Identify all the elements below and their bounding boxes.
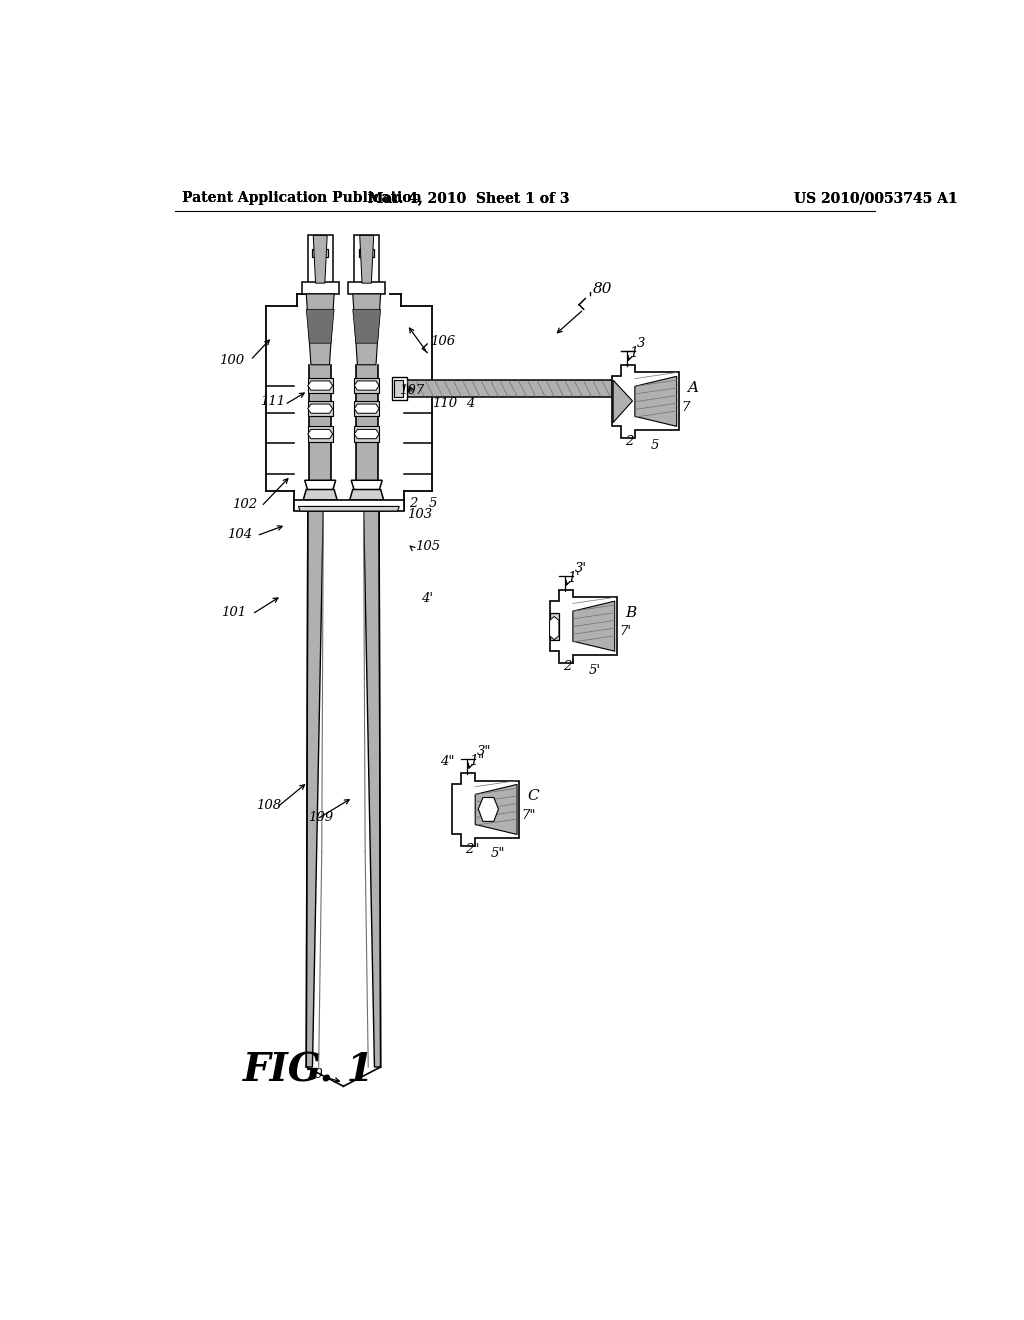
Text: 110: 110 — [432, 397, 457, 409]
Bar — [550, 612, 559, 640]
Text: 4': 4' — [421, 593, 433, 606]
Text: A: A — [687, 381, 697, 395]
Polygon shape — [313, 235, 328, 284]
Text: C: C — [527, 789, 539, 803]
Text: 7': 7' — [620, 626, 632, 639]
Text: 4: 4 — [466, 397, 474, 409]
Text: 2': 2' — [563, 660, 574, 673]
Bar — [403, 380, 621, 397]
Text: 103: 103 — [407, 508, 432, 520]
Text: 109: 109 — [308, 810, 333, 824]
Text: Patent Application Publication: Patent Application Publication — [182, 191, 422, 206]
Polygon shape — [308, 401, 333, 416]
Text: 5": 5" — [490, 847, 505, 861]
Polygon shape — [308, 429, 333, 438]
Text: 2": 2" — [465, 843, 479, 857]
Polygon shape — [351, 480, 382, 496]
Polygon shape — [352, 309, 381, 343]
Polygon shape — [452, 774, 519, 846]
Bar — [359, 249, 375, 257]
Text: 4": 4" — [439, 755, 454, 768]
Text: 107: 107 — [399, 384, 424, 397]
Text: 5: 5 — [650, 440, 658, 453]
Text: US 2010/0053745 A1: US 2010/0053745 A1 — [795, 191, 958, 206]
Polygon shape — [349, 490, 384, 500]
Polygon shape — [478, 797, 499, 821]
Text: 1: 1 — [629, 346, 638, 360]
Polygon shape — [356, 364, 378, 510]
Text: 7: 7 — [681, 400, 690, 413]
Text: 3': 3' — [574, 561, 587, 574]
Polygon shape — [308, 426, 333, 442]
Text: 1": 1" — [469, 754, 484, 768]
Polygon shape — [306, 309, 334, 343]
Polygon shape — [308, 404, 333, 413]
Text: 100: 100 — [219, 354, 245, 367]
Polygon shape — [299, 507, 399, 511]
Polygon shape — [308, 381, 333, 391]
Text: 111: 111 — [260, 395, 285, 408]
Bar — [308, 235, 333, 285]
Polygon shape — [359, 235, 374, 284]
Polygon shape — [309, 364, 331, 510]
Polygon shape — [550, 590, 617, 663]
Text: 80: 80 — [593, 282, 612, 296]
Text: 5': 5' — [589, 664, 600, 677]
Text: FIG. 1: FIG. 1 — [243, 1052, 375, 1090]
Text: 5: 5 — [429, 496, 437, 510]
Bar — [348, 281, 385, 294]
Text: 102: 102 — [231, 499, 257, 511]
Bar — [394, 380, 403, 397]
Polygon shape — [354, 381, 379, 391]
Polygon shape — [635, 376, 677, 426]
Text: US 2010/0053745 A1: US 2010/0053745 A1 — [795, 191, 958, 206]
Polygon shape — [550, 616, 559, 640]
Polygon shape — [354, 429, 379, 438]
Text: 104: 104 — [227, 528, 252, 541]
Polygon shape — [354, 401, 379, 416]
Text: Patent Application Publication: Patent Application Publication — [182, 191, 422, 206]
Polygon shape — [354, 404, 379, 413]
Polygon shape — [364, 510, 381, 1067]
Text: 10: 10 — [306, 1068, 323, 1081]
Text: Mar. 4, 2010  Sheet 1 of 3: Mar. 4, 2010 Sheet 1 of 3 — [369, 191, 569, 206]
Bar — [391, 378, 407, 400]
Polygon shape — [572, 601, 614, 651]
Polygon shape — [475, 784, 517, 834]
Text: 3": 3" — [477, 744, 492, 758]
Polygon shape — [352, 294, 381, 364]
Polygon shape — [613, 380, 633, 422]
Text: 2: 2 — [409, 496, 417, 510]
Polygon shape — [354, 426, 379, 442]
Bar — [302, 281, 339, 294]
Text: 108: 108 — [256, 799, 281, 812]
Bar — [354, 235, 379, 285]
Text: 106: 106 — [430, 335, 456, 348]
Text: B: B — [625, 606, 636, 619]
Polygon shape — [611, 364, 679, 438]
Text: 105: 105 — [415, 540, 440, 553]
Text: 3: 3 — [636, 337, 645, 350]
Text: 2: 2 — [625, 436, 633, 449]
Text: 7": 7" — [521, 809, 537, 822]
Text: 1': 1' — [566, 572, 580, 585]
Polygon shape — [306, 510, 324, 1067]
Polygon shape — [303, 490, 337, 500]
Polygon shape — [354, 378, 379, 393]
Bar — [312, 249, 328, 257]
Text: 101: 101 — [221, 606, 246, 619]
Text: Mar. 4, 2010  Sheet 1 of 3: Mar. 4, 2010 Sheet 1 of 3 — [369, 191, 569, 206]
Bar — [294, 500, 403, 511]
Polygon shape — [305, 480, 336, 496]
Polygon shape — [308, 378, 333, 393]
Polygon shape — [306, 294, 334, 364]
